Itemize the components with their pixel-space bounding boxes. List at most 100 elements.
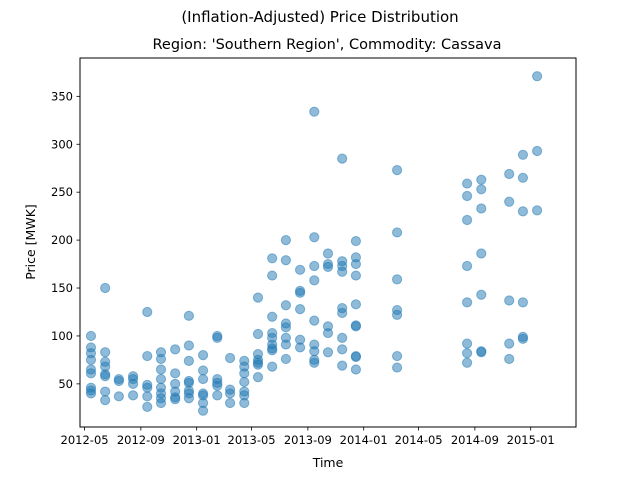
data-point [309, 346, 320, 357]
data-points [85, 71, 543, 416]
data-point [322, 327, 334, 339]
data-point [197, 405, 209, 416]
data-point [267, 345, 278, 356]
data-point [504, 353, 515, 365]
data-point [476, 248, 487, 259]
data-point [517, 333, 529, 344]
data-point [170, 368, 181, 379]
data-point [280, 353, 291, 365]
y-tick-label: 150 [51, 281, 73, 295]
data-point [100, 395, 111, 406]
data-point [155, 397, 167, 409]
data-point [462, 338, 473, 349]
data-point [350, 258, 362, 270]
data-point [252, 359, 264, 370]
data-point [350, 351, 362, 363]
data-point [322, 347, 334, 358]
data-point [142, 350, 153, 362]
data-point [517, 297, 529, 308]
y-tick-label: 100 [51, 329, 73, 343]
data-point [85, 330, 97, 342]
data-point [212, 390, 223, 401]
data-point [337, 307, 348, 319]
data-point [517, 149, 529, 160]
data-point [350, 299, 362, 310]
data-point [350, 270, 362, 281]
x-tick-label: 2014-01 [340, 433, 388, 447]
data-point [532, 71, 543, 82]
data-point [280, 300, 291, 311]
data-point [183, 393, 194, 404]
data-point [350, 364, 362, 375]
data-point [504, 295, 515, 306]
data-point [462, 214, 473, 226]
y-tick-label: 50 [58, 377, 73, 391]
data-point [532, 205, 543, 216]
x-tick-label: 2013-09 [284, 433, 332, 447]
data-point [155, 353, 167, 365]
data-point [197, 373, 209, 385]
data-point [391, 362, 403, 373]
data-point [309, 106, 320, 117]
data-point [391, 227, 403, 238]
data-point [476, 289, 487, 300]
data-point [309, 357, 320, 368]
data-point [142, 391, 153, 402]
y-tick-label: 300 [51, 137, 73, 151]
data-point [183, 340, 194, 351]
data-point [391, 350, 403, 362]
data-point [309, 260, 320, 272]
y-axis: 50 100 150 200 250 300 350 [51, 89, 80, 391]
data-point [391, 309, 403, 320]
data-point [100, 386, 111, 397]
x-axis-label: Time [312, 455, 344, 470]
data-point [504, 338, 515, 349]
data-point [212, 332, 223, 343]
data-point [267, 270, 278, 281]
chart-title: Region: 'Southern Region', Commodity: Ca… [152, 37, 501, 53]
x-axis: 2012-05 2012-09 2013-01 2013-05 2013-09 2014-… [61, 427, 555, 447]
x-tick-label: 2014-09 [451, 433, 499, 447]
data-point [294, 264, 306, 275]
data-point [280, 339, 291, 350]
data-point [183, 310, 194, 321]
data-point [280, 255, 291, 266]
data-point [476, 347, 487, 358]
data-point [309, 315, 320, 326]
data-point [113, 391, 124, 402]
data-point [294, 342, 306, 353]
data-point [224, 352, 236, 364]
data-point [350, 235, 362, 247]
data-point [170, 394, 181, 405]
data-point [239, 397, 250, 409]
data-point [127, 390, 139, 401]
data-point [391, 274, 403, 285]
data-point [100, 282, 111, 294]
data-point [252, 328, 264, 340]
data-point [280, 322, 291, 333]
x-tick-label: 2013-05 [228, 433, 276, 447]
data-point [280, 235, 291, 246]
y-tick-label: 250 [51, 185, 73, 199]
data-point [337, 153, 348, 164]
plot-frame [79, 57, 577, 428]
data-point [127, 378, 139, 389]
data-point [462, 297, 473, 308]
data-point [476, 184, 487, 195]
data-point [183, 355, 194, 366]
data-point [462, 357, 473, 368]
data-point [462, 348, 473, 359]
y-axis-label: Price [MWK] [23, 204, 38, 280]
data-point [294, 287, 306, 298]
data-point [504, 168, 515, 180]
data-point [517, 172, 529, 183]
data-point [462, 178, 473, 189]
data-point [100, 371, 111, 382]
data-point [197, 350, 209, 361]
data-point [267, 311, 278, 322]
x-tick-label: 2012-05 [61, 433, 109, 447]
data-point [517, 206, 529, 217]
data-point [350, 321, 362, 332]
data-point [322, 248, 334, 259]
